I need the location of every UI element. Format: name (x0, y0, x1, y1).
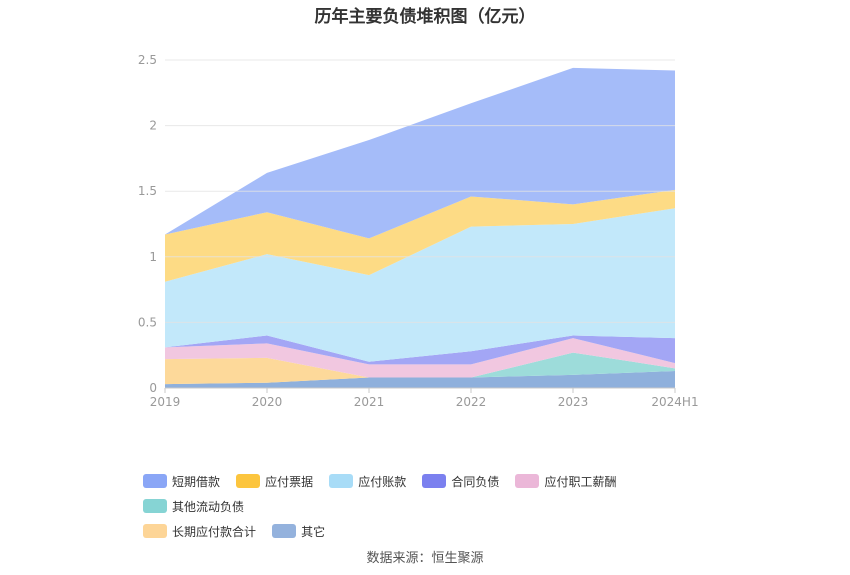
y-tick-label: 2.5 (138, 53, 157, 67)
y-tick-label: 1.5 (138, 184, 157, 198)
area-series-3 (165, 338, 675, 378)
y-tick-label: 1 (149, 250, 157, 264)
x-tick-label: 2023 (558, 395, 589, 409)
area-series-1 (165, 357, 675, 385)
legend-item-long-term-payables[interactable]: 长期应付款合计 (143, 523, 256, 539)
legend-item-short-term-loans[interactable]: 短期借款 (143, 473, 220, 489)
legend-label: 短期借款 (172, 474, 221, 489)
x-tick-label: 2019 (150, 395, 181, 409)
legend-label: 应付职工薪酬 (544, 474, 617, 489)
x-tick-label: 2021 (354, 395, 385, 409)
legend-label: 应付票据 (265, 474, 314, 489)
area-series-5 (165, 208, 675, 362)
y-tick-label: 0.5 (138, 315, 157, 329)
legend-item-other-current-liabilities[interactable]: 其他流动负债 (143, 498, 244, 514)
chart-title: 历年主要负债堆积图（亿元） (314, 7, 536, 27)
legend-label: 长期应付款合计 (172, 524, 257, 539)
x-tick-label: 2022 (456, 395, 487, 409)
legend-item-contract-liabilities[interactable]: 合同负债 (422, 473, 499, 489)
legend-swatch (236, 474, 261, 488)
x-tick-label: 2020 (252, 395, 283, 409)
chart-legend: 短期借款 应付票据 应付账款 合同负债 应付职工薪酬 其他流动负债 长期应付款合… (143, 473, 743, 548)
legend-label: 其它 (301, 524, 326, 539)
area-series-4 (165, 335, 675, 365)
legend-label: 合同负债 (451, 474, 500, 489)
stacked-area-chart: 0 0.5 1 1.5 2 2.5 2019 2020 2021 2022 2023 2024H1 (138, 53, 699, 409)
legend-label: 应付账款 (358, 474, 407, 489)
y-tick-label: 2 (149, 119, 157, 133)
legend-swatch (272, 524, 297, 538)
legend-item-accounts-payable[interactable]: 应付账款 (329, 473, 406, 489)
legend-swatch (329, 474, 354, 488)
area-series-6 (165, 189, 675, 282)
legend-swatch (143, 524, 167, 538)
legend-item-notes-payable[interactable]: 应付票据 (236, 473, 313, 489)
legend-item-employee-payable[interactable]: 应付职工薪酬 (515, 473, 616, 489)
y-tick-label: 0 (149, 381, 157, 395)
area-series-2 (165, 352, 675, 378)
area-series-0 (165, 370, 675, 388)
legend-item-other[interactable]: 其它 (272, 523, 325, 539)
legend-label: 其他流动负债 (172, 499, 245, 514)
legend-swatch (143, 474, 167, 488)
x-tick-label: 2024H1 (651, 395, 698, 409)
legend-swatch (422, 474, 447, 488)
data-source: 数据来源：恒生聚源 (366, 551, 484, 566)
legend-swatch (143, 499, 167, 513)
legend-swatch (515, 474, 540, 488)
area-series-7 (165, 67, 675, 239)
